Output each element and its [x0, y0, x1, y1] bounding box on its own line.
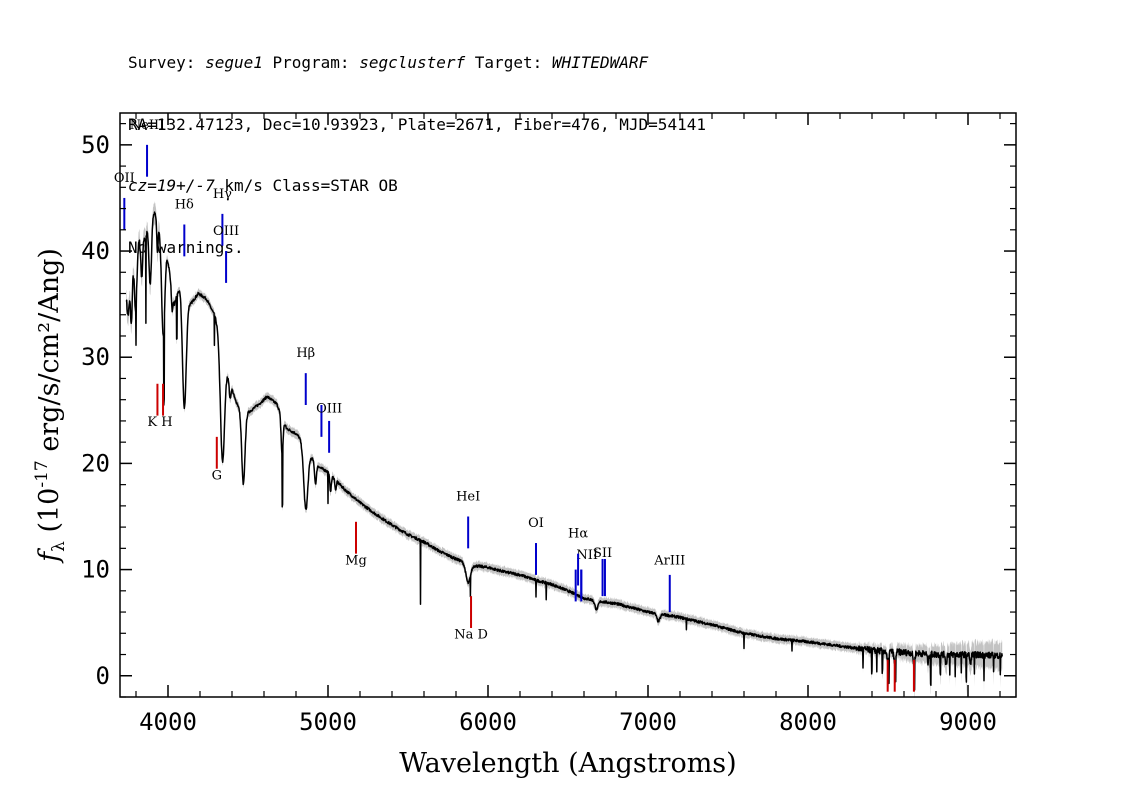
axes-layer: 4000 5000 6000 7000 8000 9000 0 10 20 30 40 50 Wavel… [32, 112, 1017, 779]
x-tick-label-1: 5000 [299, 708, 357, 736]
x-tick-label-0: 4000 [139, 708, 197, 736]
flux-layer [125, 211, 1003, 691]
y-tick-label-5: 50 [81, 131, 110, 159]
y-axis-title: fλ (10-17 erg/s/cm²/Ang) [32, 248, 69, 564]
target-value: WHITEDWARF [551, 53, 649, 72]
emission-label-1: NeIII [130, 118, 164, 133]
absorption-label-2: G [212, 468, 222, 483]
spectrum-header: Survey: segue1 Program: segclusterf Targ… [128, 12, 706, 279]
emission-label-16: ArIII [653, 553, 685, 568]
error-band-layer [126, 201, 1003, 699]
emission-label-0: OII [114, 171, 135, 186]
y-tick-label-3: 30 [81, 343, 110, 371]
x-axis-title: Wavelength (Angstroms) [399, 748, 736, 779]
absorption-label-kh: K H [147, 415, 172, 430]
y-tick-label-0: 0 [96, 662, 110, 690]
emission-label-14: SII [593, 546, 612, 561]
emission-label-8: HeI [456, 490, 480, 505]
header-line-coordinates: RA=132.47123, Dec=10.93923, Plate=2671, … [128, 114, 706, 134]
absorption-label-3: Mg [345, 553, 367, 568]
emission-label-3: Hγ [213, 187, 232, 202]
flux-error-band [126, 201, 1003, 699]
emission-label-11: NII [576, 548, 598, 563]
emission-label-12: Hα [568, 527, 588, 542]
absorption-label-4: Na D [454, 628, 488, 643]
flux-line [125, 211, 1003, 691]
x-tick-label-4: 8000 [779, 708, 837, 736]
emission-label-2: Hδ [175, 198, 194, 213]
emission-label-9: OI [528, 516, 544, 531]
program-value: segclusterf [359, 53, 466, 72]
y-tick-label-1: 10 [81, 556, 110, 584]
x-tick-label-2: 6000 [459, 708, 517, 736]
line-markers-layer: OII NeIII Hδ Hγ OIII Hβ OIII HeI OI NII Hα SII ArIII… [114, 118, 915, 692]
emission-label-7: OIII [316, 401, 342, 416]
plot-frame [119, 112, 1017, 698]
header-line-redshift: cz=19+/-7 km/s Class=STAR OB [128, 176, 398, 195]
header-line-survey: Survey: segue1 Program: segclusterf Targ… [128, 53, 649, 72]
x-tick-label-3: 7000 [619, 708, 677, 736]
survey-value: segue1 [205, 53, 263, 72]
y-tick-label-4: 40 [81, 237, 110, 265]
emission-label-4: OIII [213, 224, 239, 239]
emission-label-5: Hβ [296, 346, 315, 361]
x-tick-label-5: 9000 [939, 708, 997, 736]
y-tick-label-2: 20 [81, 449, 110, 477]
cz-value: cz=19+/-7 [128, 176, 215, 195]
